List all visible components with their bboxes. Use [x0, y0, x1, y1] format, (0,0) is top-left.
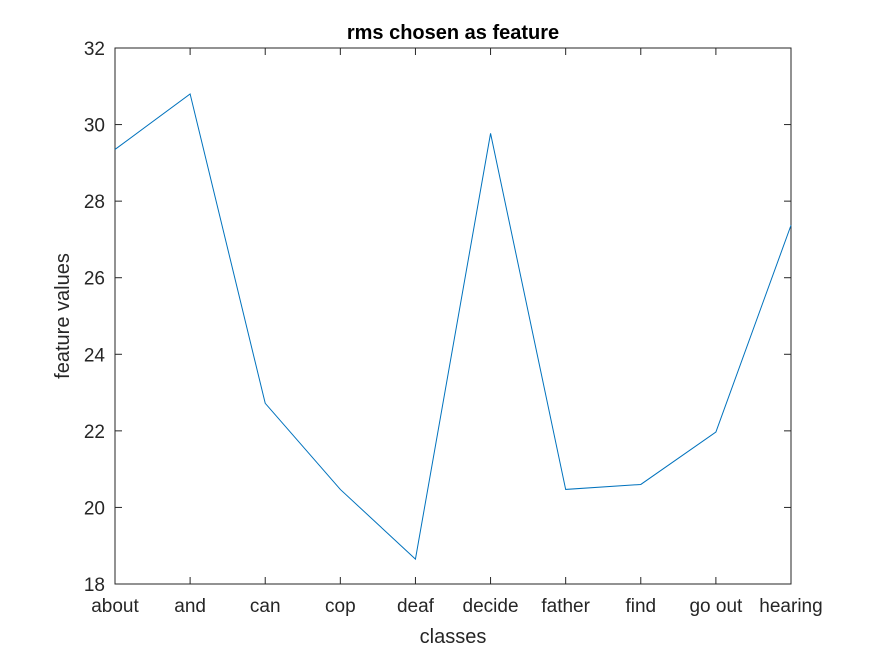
series-line [114, 93, 792, 561]
x-tick-label: about [91, 596, 139, 617]
y-tick-label: 22 [84, 422, 105, 443]
x-tick-label: decide [463, 596, 519, 617]
y-tick-label: 32 [84, 39, 105, 60]
y-tick-label: 26 [84, 269, 105, 290]
y-tick-label: 18 [84, 575, 105, 596]
x-axis-ticks: about and can cop deaf decide father find go out… [91, 48, 823, 617]
x-tick-label: father [541, 596, 590, 617]
chart-title: rms chosen as feature [347, 22, 559, 44]
y-tick-label: 24 [84, 345, 106, 366]
x-tick-label: find [625, 596, 656, 617]
x-tick-label: and [174, 596, 206, 617]
x-tick-label: hearing [759, 596, 822, 617]
series-layer [114, 93, 792, 561]
y-axis-ticks: 18 20 22 24 26 28 30 32 [84, 39, 791, 596]
y-axis-label: feature values [52, 253, 74, 379]
x-tick-label: go out [689, 596, 743, 617]
y-tick-label: 20 [84, 498, 105, 519]
y-tick-label: 28 [84, 192, 105, 213]
y-tick-label: 30 [84, 116, 105, 137]
x-axis-label: classes [420, 626, 487, 648]
plot-area [114, 47, 792, 585]
x-tick-label: can [250, 596, 281, 617]
x-tick-label: deaf [397, 596, 435, 617]
x-tick-label: cop [325, 596, 356, 617]
